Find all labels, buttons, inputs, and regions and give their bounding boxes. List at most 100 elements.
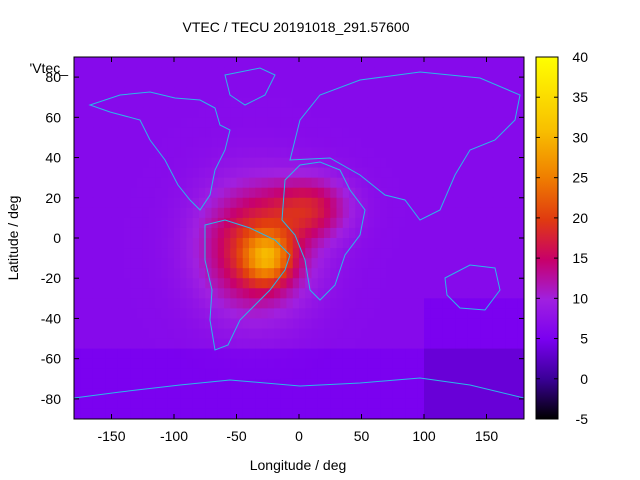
- heatmap-cell: [130, 147, 137, 158]
- heatmap-cell: [455, 177, 462, 189]
- heatmap-cell: [367, 388, 375, 400]
- heatmap-cell: [511, 127, 519, 138]
- heatmap-cell: [517, 187, 524, 199]
- heatmap-cell: [517, 97, 524, 108]
- heatmap-cell: [205, 107, 212, 118]
- heatmap-cell: [86, 328, 94, 339]
- heatmap-cell: [386, 358, 394, 370]
- heatmap-cell: [299, 398, 306, 410]
- heatmap-cell: [86, 268, 94, 279]
- heatmap-cell: [242, 227, 250, 239]
- heatmap-cell: [517, 117, 524, 128]
- coastline-north-america: [88, 91, 231, 211]
- heatmap-cell: [449, 137, 456, 148]
- heatmap-cell: [467, 248, 475, 259]
- heatmap-cell: [180, 67, 187, 78]
- heatmap-cell: [480, 408, 487, 419]
- heatmap-cell: [499, 278, 506, 289]
- heatmap-cell: [155, 408, 162, 419]
- heatmap-cell: [480, 368, 487, 380]
- heatmap-cell: [267, 177, 275, 189]
- heatmap-cell: [424, 117, 431, 128]
- heatmap-cell: [249, 358, 256, 370]
- heatmap-cell: [205, 408, 212, 419]
- heatmap-cell: [255, 308, 262, 319]
- heatmap-cell: [230, 67, 237, 78]
- heatmap-cell: [217, 298, 225, 309]
- heatmap-cell: [267, 268, 275, 279]
- heatmap-cell: [499, 147, 506, 158]
- heatmap-cell: [167, 67, 175, 78]
- heatmap-cell: [336, 278, 344, 289]
- heatmap-cell: [492, 97, 500, 108]
- heatmap-cell: [124, 97, 131, 108]
- heatmap-cell: [105, 238, 112, 249]
- heatmap-cell: [130, 278, 137, 289]
- heatmap-cell: [386, 398, 394, 410]
- heatmap-cell: [442, 107, 450, 118]
- heatmap-cell: [317, 57, 325, 68]
- heatmap-cell: [399, 117, 406, 128]
- heatmap-cell: [142, 217, 150, 229]
- heatmap-cell: [255, 358, 262, 370]
- heatmap-cell: [492, 368, 500, 380]
- heatmap-cell: [411, 107, 419, 118]
- heatmap-cell: [111, 207, 119, 219]
- heatmap-cell: [442, 408, 450, 419]
- heatmap-cell: [455, 358, 462, 370]
- heatmap-cell: [117, 117, 125, 128]
- heatmap-cell: [286, 408, 294, 419]
- heatmap-cell: [186, 388, 194, 400]
- heatmap-cell: [405, 338, 412, 350]
- heatmap-cell: [105, 298, 112, 309]
- heatmap-cell: [167, 137, 175, 148]
- heatmap-cell: [217, 77, 225, 88]
- heatmap-cell: [186, 67, 194, 78]
- heatmap-cell: [467, 308, 475, 319]
- heatmap-cell: [330, 97, 337, 108]
- heatmap-cell: [442, 87, 450, 98]
- heatmap-cell: [299, 57, 306, 68]
- y-axis-label: Latitude / deg: [5, 196, 21, 281]
- heatmap-cell: [461, 227, 469, 239]
- heatmap-cell: [311, 368, 319, 380]
- heatmap-cell: [367, 97, 375, 108]
- heatmap-cell: [236, 147, 244, 158]
- heatmap-cell: [217, 157, 225, 169]
- heatmap-cell: [280, 127, 287, 138]
- heatmap-cell: [480, 378, 487, 390]
- heatmap-cell: [130, 197, 137, 209]
- heatmap-cell: [361, 167, 369, 179]
- heatmap-cell: [267, 358, 275, 370]
- heatmap-cell: [361, 408, 369, 419]
- heatmap-cell: [130, 268, 137, 279]
- heatmap-cell: [505, 77, 512, 88]
- heatmap-cell: [136, 97, 144, 108]
- heatmap-cell: [174, 278, 181, 289]
- heatmap-cell: [99, 97, 106, 108]
- heatmap-cell: [405, 197, 412, 209]
- heatmap-cell: [511, 97, 519, 108]
- heatmap-cell: [367, 107, 375, 118]
- heatmap-cell: [130, 167, 137, 179]
- heatmap-cell: [367, 288, 375, 299]
- heatmap-cell: [230, 207, 237, 219]
- heatmap-cell: [130, 308, 137, 319]
- heatmap-cell: [130, 388, 137, 400]
- heatmap-cell: [167, 177, 175, 189]
- heatmap-cell: [211, 378, 219, 390]
- heatmap-cell: [367, 268, 375, 279]
- heatmap-cell: [274, 238, 281, 249]
- heatmap-cell: [374, 137, 381, 148]
- heatmap-cell: [380, 57, 387, 68]
- heatmap-cell: [455, 57, 462, 68]
- heatmap-cell: [174, 358, 181, 370]
- heatmap-cell: [517, 358, 524, 370]
- heatmap-cell: [174, 157, 181, 169]
- heatmap-cell: [386, 368, 394, 380]
- heatmap-cell: [299, 197, 306, 209]
- heatmap-cell: [330, 217, 337, 229]
- heatmap-cell: [286, 368, 294, 380]
- heatmap-cell: [192, 328, 200, 339]
- heatmap-cell: [99, 348, 106, 360]
